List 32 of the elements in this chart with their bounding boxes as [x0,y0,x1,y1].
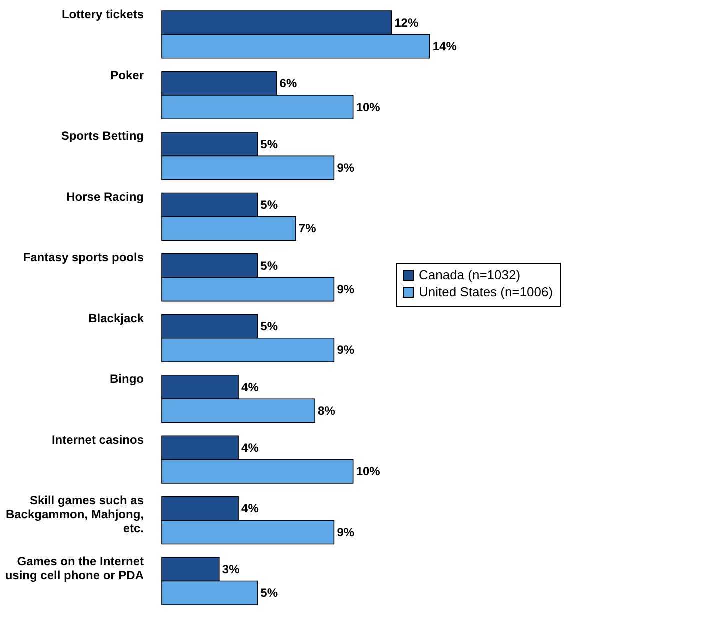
data-label: 10% [356,464,381,479]
data-label: 9% [337,161,355,176]
data-label: 4% [242,502,260,516]
data-label: 5% [260,198,278,212]
data-label: 7% [298,222,317,236]
y-tick-label: Horse Racing [66,190,144,204]
y-tick-label: Skill games such as Backgammon, Mahjong, etc. [6,494,144,536]
data-label: 5% [260,320,278,334]
legend-label: United States (n=1006) [419,284,554,300]
y-tick-label: Internet casinos [52,432,144,447]
data-label: 9% [337,525,355,540]
y-tick-label: Lottery tickets [62,8,144,22]
y-tick-label: Fantasy sports pools [23,250,144,265]
y-tick-label: Poker [110,68,144,82]
legend-label: Canada (n=1032) [419,268,521,282]
data-label: 9% [337,343,355,358]
data-label: 12% [394,16,419,30]
y-tick-label: Bingo [110,372,144,386]
y-tick-label: Games on the Internet using cell phone or PDA [5,554,144,582]
data-label: 3% [222,562,240,576]
y-tick-label: Blackjack [88,311,144,326]
data-label: 10% [356,100,381,114]
data-label: 5% [260,586,278,600]
data-label: 5% [260,258,278,273]
data-label: 4% [242,380,260,394]
y-tick-label: Sports Betting [61,129,144,144]
data-label: 4% [242,440,260,455]
data-label: 6% [280,76,298,91]
data-label: 5% [260,137,278,152]
data-label: 8% [318,404,336,418]
data-label: 9% [337,282,355,296]
data-label: 14% [432,40,458,54]
